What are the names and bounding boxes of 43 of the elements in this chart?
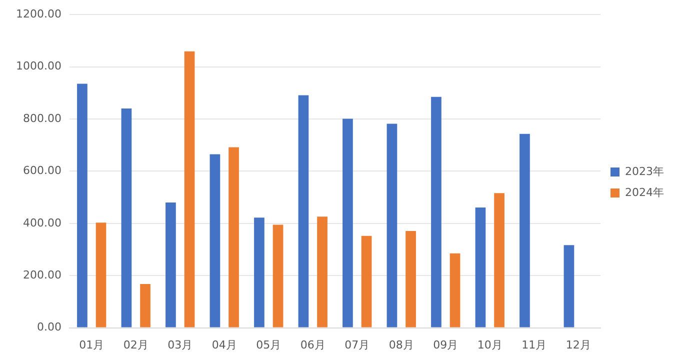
bar <box>494 193 504 328</box>
y-tick-label: 400.00 <box>22 216 62 230</box>
x-tick-label: 09月 <box>433 338 458 352</box>
bar <box>96 222 106 328</box>
x-tick-label: 08月 <box>388 338 414 352</box>
y-tick-label: 800.00 <box>22 112 62 125</box>
bar <box>361 236 372 328</box>
x-tick-label: 01月 <box>79 338 104 352</box>
bar <box>166 202 176 328</box>
bar <box>406 230 416 328</box>
x-tick-label: 07月 <box>344 338 370 352</box>
bar <box>210 154 220 328</box>
bar <box>342 118 353 328</box>
bar <box>121 108 132 328</box>
x-tick-label: 12月 <box>566 338 591 352</box>
y-tick-label: 1200.00 <box>16 7 62 20</box>
legend-label: 2024年 <box>625 186 664 199</box>
legend-label: 2023年 <box>625 164 664 178</box>
x-tick-label: 05月 <box>256 338 282 352</box>
y-tick-label: 600.00 <box>22 164 62 178</box>
bar <box>450 253 460 328</box>
x-tick-label: 06月 <box>300 338 326 352</box>
x-tick-label: 10月 <box>477 338 502 352</box>
y-tick-label: 200.00 <box>22 268 62 282</box>
bar <box>298 95 309 328</box>
bar <box>386 124 398 328</box>
y-tick-label: 0.00 <box>36 320 62 334</box>
bar <box>77 84 88 328</box>
bar <box>431 96 442 328</box>
x-tick-label: 03月 <box>168 338 193 352</box>
x-tick-label: 02月 <box>123 338 148 352</box>
bar <box>520 134 530 328</box>
x-tick-label: 11月 <box>522 338 547 352</box>
bar <box>140 284 150 328</box>
bar <box>564 245 574 328</box>
y-tick-label: 1000.00 <box>16 60 62 73</box>
bar <box>228 147 239 328</box>
x-tick-label: 04月 <box>212 338 237 352</box>
bar <box>272 224 284 328</box>
bar <box>254 218 264 328</box>
bar <box>184 51 195 328</box>
bar <box>317 216 328 328</box>
bar <box>475 207 486 328</box>
